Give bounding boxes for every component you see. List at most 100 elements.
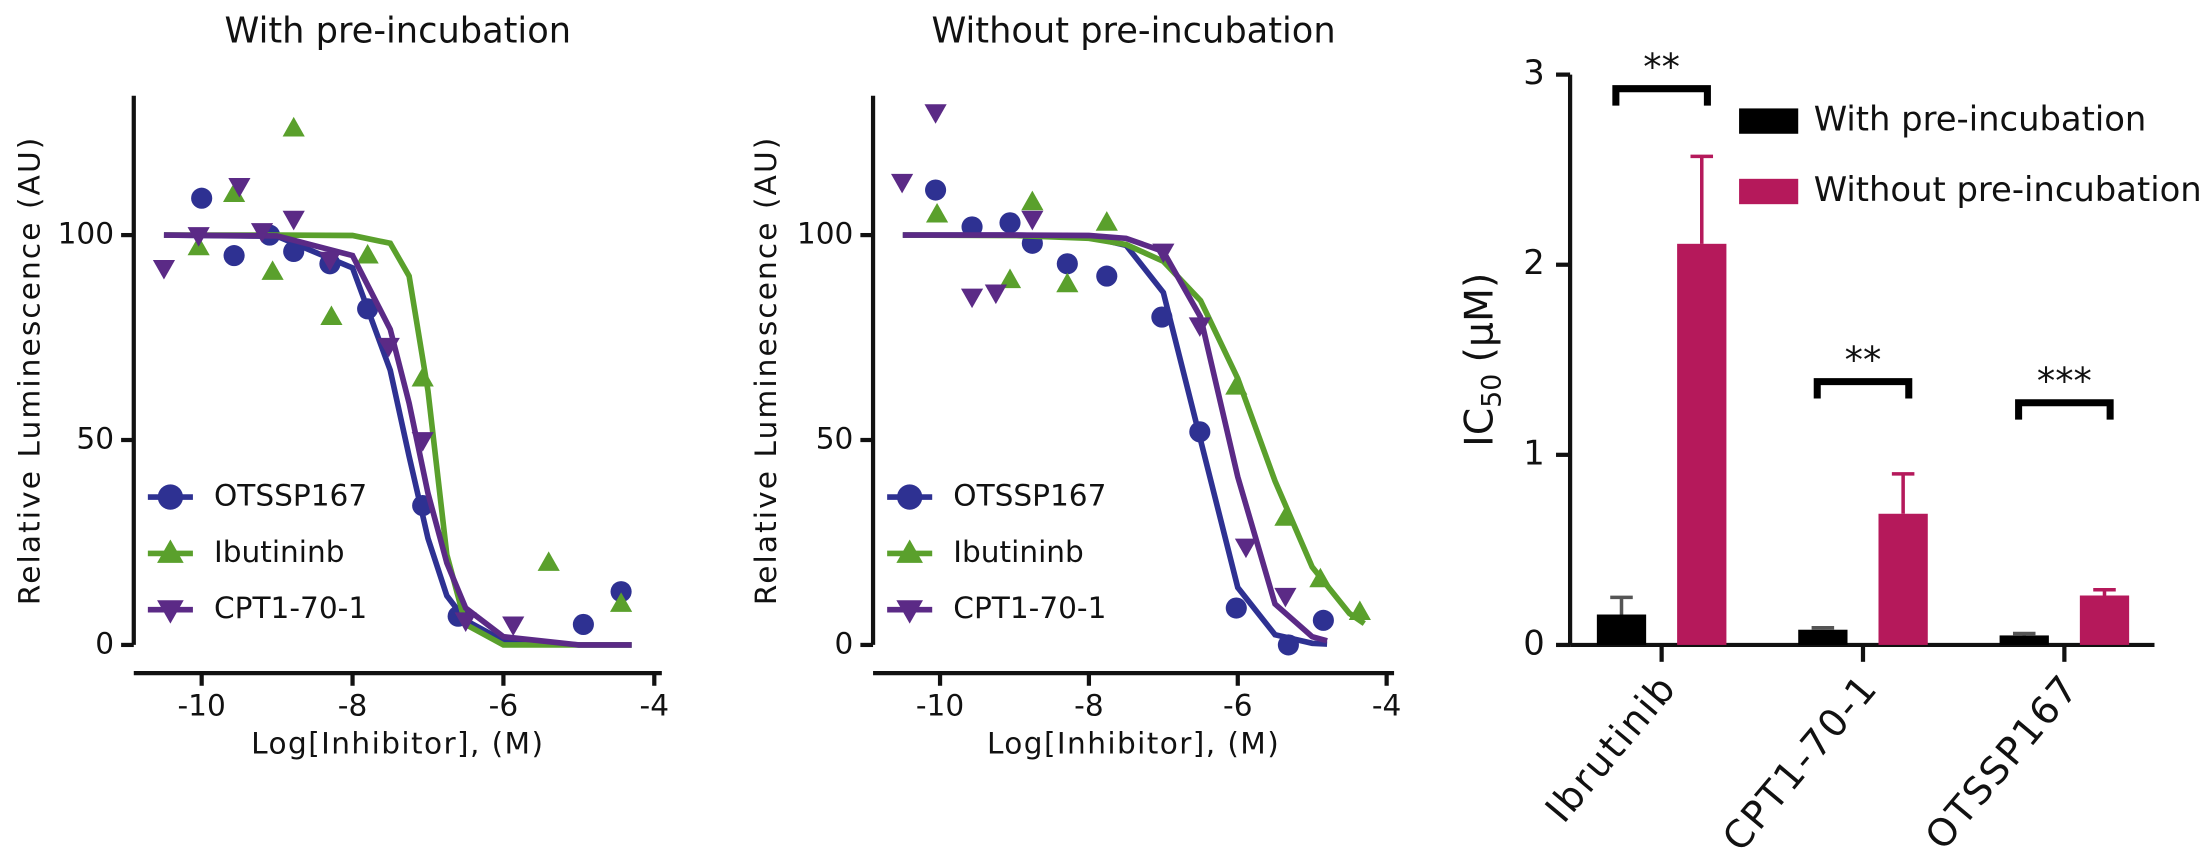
chart-title: Without pre-incubation (932, 10, 1336, 51)
point (283, 240, 305, 263)
x-tick-label: -8 (1074, 688, 1103, 722)
y-tick-label: 50 (76, 422, 114, 456)
fit-curve (163, 232, 632, 648)
y-tick-label: 100 (58, 217, 114, 251)
y-tick-label: 1 (1523, 433, 1544, 472)
point (999, 212, 1021, 234)
y-tick-label: 50 (816, 422, 854, 456)
point (1056, 253, 1078, 275)
error-bar (1610, 595, 1633, 615)
legend-label: Ibutininb (214, 535, 344, 569)
legend-marker (157, 539, 184, 563)
point (1095, 211, 1118, 231)
point (924, 104, 947, 124)
bar (1878, 513, 1928, 645)
point (1274, 587, 1297, 608)
point (891, 173, 914, 194)
significance-bracket (1612, 85, 1711, 106)
x-tick-label: -6 (489, 688, 518, 722)
y-tick-label: 0 (835, 626, 854, 660)
significance-label: *** (2037, 360, 2092, 403)
legend-label: Ibutininb (953, 535, 1083, 569)
y-tick-label: 3 (1523, 53, 1544, 92)
legend-swatch (1739, 178, 1799, 205)
point (1277, 634, 1299, 656)
point (925, 202, 949, 223)
significance-bracket (2015, 399, 2114, 420)
point (261, 260, 284, 280)
point (187, 227, 210, 247)
point (152, 259, 176, 280)
bar (2079, 595, 2130, 645)
legend-label: CPT1-70-1 (953, 591, 1106, 625)
bar (1999, 635, 2049, 645)
x-tick-label: -4 (1372, 688, 1401, 722)
legend-label: OTSSP167 (214, 479, 367, 513)
point (1152, 243, 1175, 264)
y-axis-title-unit: (μM) (1456, 273, 1502, 363)
legend-marker (157, 484, 184, 510)
y-axis-title: IC50 (μM) (1456, 273, 1507, 447)
point (228, 177, 251, 198)
legend-marker (157, 600, 184, 624)
point (356, 243, 379, 264)
error-bar (1891, 472, 1915, 514)
point (1348, 600, 1371, 621)
point (1309, 567, 1332, 588)
legend-label: With pre-incubation (1814, 100, 2147, 139)
point (411, 432, 434, 452)
point (1021, 210, 1044, 231)
legend-marker (896, 600, 923, 624)
legend-marker (897, 484, 923, 510)
error-bar (2093, 588, 2116, 596)
x-tick-label: -6 (1223, 688, 1252, 722)
significance-label: ** (1643, 45, 1680, 88)
point (610, 592, 633, 612)
bar (1677, 243, 1727, 645)
chart-title: With pre-incubation (225, 10, 571, 51)
fit-curve (163, 232, 632, 648)
point (1225, 597, 1247, 619)
point (318, 251, 342, 272)
legend-marker (896, 539, 923, 563)
legend-label: CPT1-70-1 (214, 591, 367, 625)
point (984, 284, 1007, 305)
point (610, 581, 632, 603)
point (537, 551, 560, 571)
point (1188, 317, 1211, 337)
y-axis-title: Relative Luminescence (AU) (12, 136, 46, 606)
error-bar (1690, 154, 1714, 244)
point (223, 245, 245, 267)
point (1021, 190, 1044, 211)
y-tick-label: 2 (1523, 243, 1544, 282)
point (1056, 272, 1079, 293)
point (1274, 506, 1297, 526)
point (1312, 609, 1334, 631)
x-tick-label: -10 (178, 688, 226, 722)
point (961, 216, 983, 238)
point (191, 187, 213, 209)
bar (1596, 614, 1647, 645)
point (572, 613, 594, 635)
point (1189, 421, 1211, 443)
error-bar (2012, 631, 2036, 636)
point (502, 616, 525, 637)
point (250, 223, 274, 243)
point (1096, 265, 1118, 287)
point (925, 179, 947, 201)
y-tick-label: 0 (95, 626, 114, 660)
x-tick-label: Ibrutinib (1537, 666, 1685, 831)
x-axis-title: Log[Inhibitor], (M) (987, 726, 1280, 760)
point (1225, 375, 1248, 395)
point (282, 116, 305, 137)
legend-label: OTSSP167 (953, 479, 1106, 513)
point (998, 268, 1022, 289)
y-axis-title-main: IC (1456, 408, 1502, 447)
significance-label: ** (1845, 338, 1882, 381)
legend-label: Without pre-incubation (1814, 170, 2202, 209)
error-bar (1811, 626, 1835, 630)
point (282, 210, 305, 231)
x-tick-label: -10 (916, 688, 964, 722)
point (454, 612, 477, 632)
x-tick-label: -4 (640, 688, 669, 722)
